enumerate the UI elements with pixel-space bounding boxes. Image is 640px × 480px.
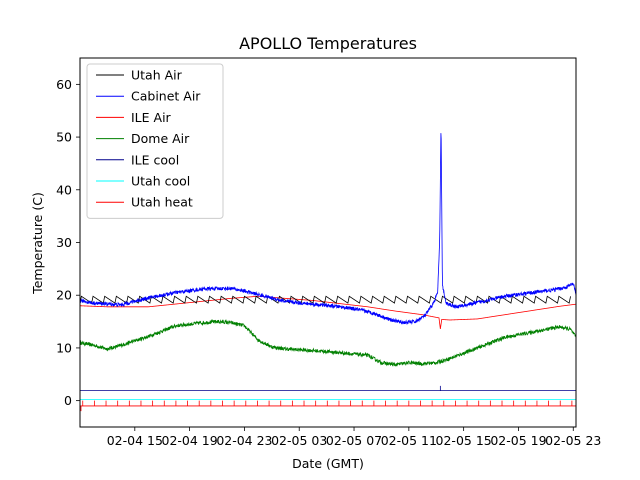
legend-label-cabinet-air: Cabinet Air bbox=[131, 89, 201, 104]
y-tick-label: 50 bbox=[56, 130, 72, 145]
x-tick-label: 02-05 19 bbox=[490, 433, 546, 448]
x-tick-label: 02-04 15 bbox=[107, 433, 163, 448]
series-line-cabinet-air bbox=[80, 133, 576, 326]
y-tick-label: 0 bbox=[64, 393, 72, 408]
chart-title: APOLLO Temperatures bbox=[239, 34, 417, 53]
legend: Utah Air Cabinet Air ILE Air Dome Air ILE co… bbox=[86, 63, 224, 219]
legend-label-utah-air: Utah Air bbox=[131, 68, 183, 83]
x-tick-label: 02-05 15 bbox=[436, 433, 492, 448]
series-line-utah-air bbox=[80, 295, 571, 304]
y-axis-label: Temperature (C) bbox=[30, 192, 45, 295]
x-tick-label: 02-05 07 bbox=[326, 433, 382, 448]
x-tick-label: 02-04 23 bbox=[216, 433, 272, 448]
legend-box bbox=[86, 63, 224, 219]
x-tick-label: 02-05 03 bbox=[271, 433, 327, 448]
legend-label-utah-heat: Utah heat bbox=[131, 195, 193, 210]
series-line-utah-heat bbox=[80, 400, 576, 412]
x-tick-label: 02-04 19 bbox=[162, 433, 218, 448]
series-layer bbox=[80, 133, 576, 412]
legend-label-ile-air: ILE Air bbox=[131, 110, 172, 125]
y-tick-label: 40 bbox=[56, 182, 72, 197]
y-tick-label: 20 bbox=[56, 288, 72, 303]
y-tick-label: 30 bbox=[56, 235, 72, 250]
y-tick-label: 10 bbox=[56, 340, 72, 355]
legend-label-ile-cool: ILE cool bbox=[131, 152, 179, 167]
x-tick-label: 02-05 11 bbox=[381, 433, 437, 448]
x-tick-label: 02-05 23 bbox=[545, 433, 601, 448]
legend-label-dome-air: Dome Air bbox=[131, 131, 190, 146]
series-line-ile-air bbox=[80, 295, 576, 330]
x-axis-label: Date (GMT) bbox=[292, 456, 364, 471]
series-line-dome-air bbox=[80, 319, 576, 367]
series-line-ile-cool bbox=[80, 385, 576, 392]
y-tick-label: 60 bbox=[56, 77, 72, 92]
legend-label-utah-cool: Utah cool bbox=[131, 174, 190, 189]
y-axis: 0 10 20 30 40 50 60 bbox=[56, 77, 80, 408]
